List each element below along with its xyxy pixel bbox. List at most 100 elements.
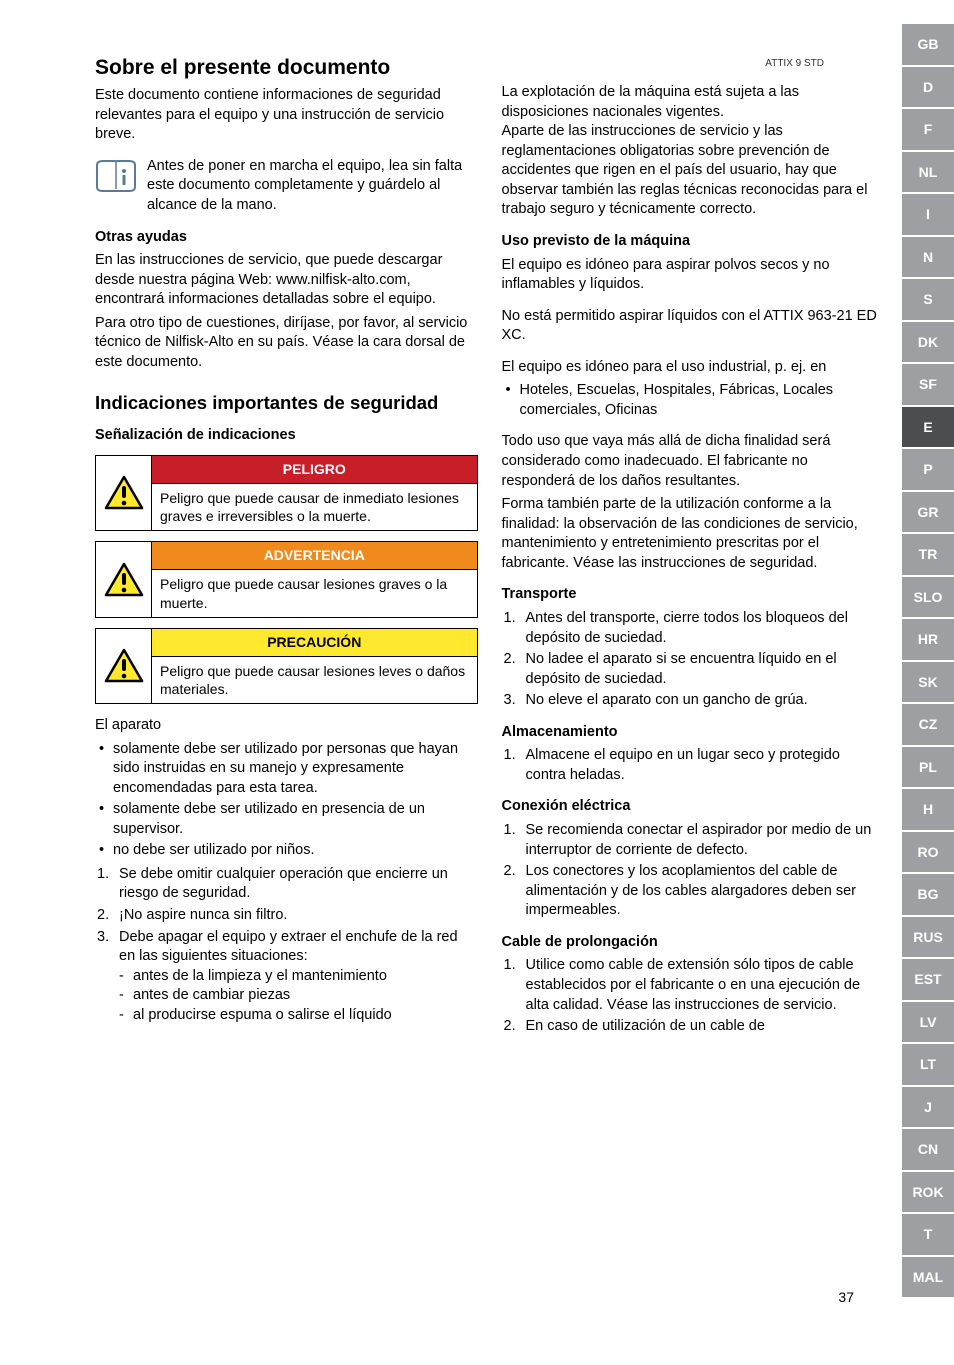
uso-p5: Forma también parte de la utilización co… <box>502 495 885 573</box>
subhead-senal: Señalización de indicaciones <box>95 426 478 446</box>
lang-tab-slo[interactable]: SLO <box>902 577 954 620</box>
left-column: Sobre el presente documento Este documen… <box>95 55 478 1335</box>
list-item: Los conectores y los acoplamientos del c… <box>502 862 885 921</box>
warning-text: Peligro que puede causar lesiones graves… <box>152 570 477 616</box>
caution-text: Peligro que puede causar lesiones leves … <box>152 657 477 703</box>
transporte-list: Antes del transporte, cierre todos los b… <box>502 609 885 711</box>
lang-tab-s[interactable]: S <box>902 279 954 322</box>
list-item: no debe ser utilizado por niños. <box>95 841 478 861</box>
lang-tab-bg[interactable]: BG <box>902 874 954 917</box>
lang-tab-cz[interactable]: CZ <box>902 704 954 747</box>
lang-tab-gr[interactable]: GR <box>902 492 954 535</box>
subhead-almacenamiento: Almacenamiento <box>502 723 885 743</box>
subhead-cable: Cable de prolongación <box>502 933 885 953</box>
otras-p2: Para otro tipo de cuestiones, diríjase, … <box>95 314 478 373</box>
list-item: Hoteles, Escuelas, Hospitales, Fábricas,… <box>502 381 885 420</box>
list-item: Se recomienda conectar el aspirador por … <box>502 821 885 860</box>
lang-tab-rok[interactable]: ROK <box>902 1172 954 1215</box>
otras-p1: En las instrucciones de servicio, que pu… <box>95 251 478 310</box>
lang-tab-rus[interactable]: RUS <box>902 917 954 960</box>
page-number: 37 <box>838 1289 854 1305</box>
almacenamiento-list: Almacene el equipo en un lugar seco y pr… <box>502 746 885 785</box>
list-item: al producirse espuma o salirse el líquid… <box>119 1006 478 1026</box>
list-item: Almacene el equipo en un lugar seco y pr… <box>502 746 885 785</box>
page-root: ATTIX 9 STD Sobre el presente documento … <box>0 0 954 1365</box>
warning-box: ADVERTENCIA Peligro que puede causar les… <box>95 541 478 617</box>
danger-box: PELIGRO Peligro que puede causar de inme… <box>95 455 478 531</box>
info-note-text: Antes de poner en marcha el equipo, lea … <box>147 157 478 216</box>
manual-icon <box>95 157 137 195</box>
intro-paragraph: Este documento contiene informaciones de… <box>95 86 478 145</box>
lang-tab-p[interactable]: P <box>902 449 954 492</box>
list-item: En caso de utilización de un cable de <box>502 1017 885 1037</box>
lang-tab-e[interactable]: E <box>902 407 954 450</box>
list-item: Debe apagar el equipo y extraer el enchu… <box>95 928 478 1026</box>
info-note-row: Antes de poner en marcha el equipo, lea … <box>95 157 478 216</box>
list-item: solamente debe ser utilizado en presenci… <box>95 800 478 839</box>
caution-box: PRECAUCIÓN Peligro que puede causar lesi… <box>95 628 478 704</box>
caution-icon-cell <box>96 629 152 703</box>
lang-tab-nl[interactable]: NL <box>902 152 954 195</box>
danger-text: Peligro que puede causar de inmediato le… <box>152 484 477 530</box>
list-item: No eleve el aparato con un gancho de grú… <box>502 691 885 711</box>
list-item: Se debe omitir cualquier operación que e… <box>95 865 478 904</box>
lang-tab-sk[interactable]: SK <box>902 662 954 705</box>
subhead-otras: Otras ayudas <box>95 228 478 248</box>
danger-icon-cell <box>96 456 152 530</box>
aparato-head: El aparato <box>95 716 478 736</box>
lang-tab-gb[interactable]: GB <box>902 24 954 67</box>
lang-tab-i[interactable]: I <box>902 194 954 237</box>
uso-p4: Todo uso que vaya más allá de dicha fina… <box>502 432 885 491</box>
aparato-numbered-list: Se debe omitir cualquier operación que e… <box>95 865 478 1026</box>
subhead-uso: Uso previsto de la máquina <box>502 232 885 252</box>
danger-label: PELIGRO <box>152 456 477 484</box>
lang-tab-est[interactable]: EST <box>902 959 954 1002</box>
lang-tab-mal[interactable]: MAL <box>902 1257 954 1300</box>
list-item: No ladee el aparato si se encuentra líqu… <box>502 650 885 689</box>
lang-tab-dk[interactable]: DK <box>902 322 954 365</box>
lang-tab-lt[interactable]: LT <box>902 1044 954 1087</box>
lang-tab-hr[interactable]: HR <box>902 619 954 662</box>
conexion-list: Se recomienda conectar el aspirador por … <box>502 821 885 921</box>
warning-body: ADVERTENCIA Peligro que puede causar les… <box>152 542 477 616</box>
cable-list: Utilice como cable de extensión sólo tip… <box>502 956 885 1036</box>
uso-bullet-list: Hoteles, Escuelas, Hospitales, Fábricas,… <box>502 381 885 420</box>
warning-label: ADVERTENCIA <box>152 542 477 570</box>
language-sidebar: GBDFNLINSDKSFEPGRTRSLOHRSKCZPLHROBGRUSES… <box>902 0 954 1365</box>
lang-tab-j[interactable]: J <box>902 1087 954 1130</box>
right-column: La explotación de la máquina está sujeta… <box>502 55 885 1335</box>
list-item: Antes del transporte, cierre todos los b… <box>502 609 885 648</box>
lang-tab-cn[interactable]: CN <box>902 1129 954 1172</box>
dash-list: antes de la limpieza y el mantenimientoa… <box>119 967 478 1026</box>
right-intro: La explotación de la máquina está sujeta… <box>502 83 885 220</box>
lang-tab-n[interactable]: N <box>902 237 954 280</box>
lang-tab-lv[interactable]: LV <box>902 1002 954 1045</box>
lang-tab-pl[interactable]: PL <box>902 747 954 790</box>
lang-tab-sf[interactable]: SF <box>902 364 954 407</box>
lang-tab-f[interactable]: F <box>902 109 954 152</box>
warning-triangle-icon <box>103 474 145 512</box>
lang-tab-t[interactable]: T <box>902 1214 954 1257</box>
list-item: antes de la limpieza y el mantenimiento <box>119 967 478 987</box>
heading-safety: Indicaciones importantes de seguridad <box>95 391 478 414</box>
uso-p1: El equipo es idóneo para aspirar polvos … <box>502 256 885 295</box>
lang-tab-tr[interactable]: TR <box>902 534 954 577</box>
list-item: solamente debe ser utilizado por persona… <box>95 740 478 799</box>
content-area: ATTIX 9 STD Sobre el presente documento … <box>0 0 902 1365</box>
product-code: ATTIX 9 STD <box>765 58 824 69</box>
aparato-bullet-list: solamente debe ser utilizado por persona… <box>95 740 478 861</box>
lang-tab-d[interactable]: D <box>902 67 954 110</box>
lang-tab-h[interactable]: H <box>902 789 954 832</box>
lang-tab-ro[interactable]: RO <box>902 832 954 875</box>
list-item: antes de cambiar piezas <box>119 986 478 1006</box>
uso-p3: El equipo es idóneo para el uso industri… <box>502 358 885 378</box>
subhead-conexion: Conexión eléctrica <box>502 797 885 817</box>
warning-triangle-icon <box>103 561 145 599</box>
warning-triangle-icon <box>103 647 145 685</box>
subhead-transporte: Transporte <box>502 585 885 605</box>
list-item: ¡No aspire nunca sin filtro. <box>95 906 478 926</box>
warning-icon-cell <box>96 542 152 616</box>
list-item: Utilice como cable de extensión sólo tip… <box>502 956 885 1015</box>
danger-body: PELIGRO Peligro que puede causar de inme… <box>152 456 477 530</box>
caution-label: PRECAUCIÓN <box>152 629 477 657</box>
